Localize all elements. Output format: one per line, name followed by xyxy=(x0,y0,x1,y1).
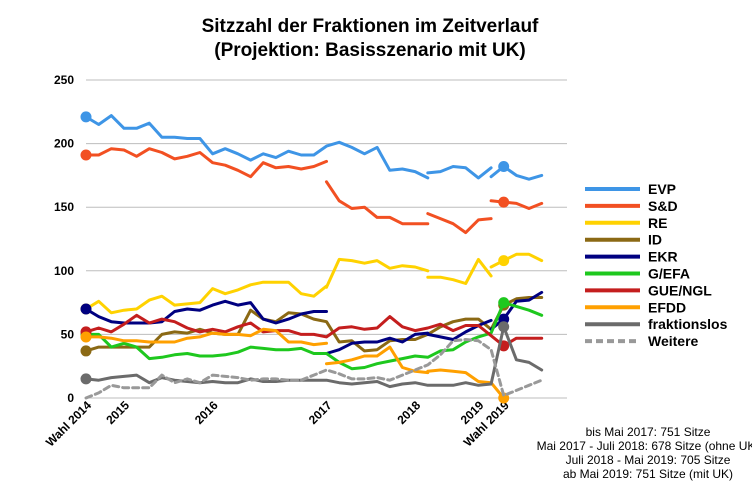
seat-count-note: Mai 2017 - Juli 2018: 678 Sitze (ohne UK… xyxy=(537,439,752,453)
series-line-efdd xyxy=(325,345,430,375)
legend-label: Weitere xyxy=(648,333,699,349)
series-line-re xyxy=(325,257,430,289)
y-tick-label: 100 xyxy=(54,264,74,278)
x-tick-label: 2016 xyxy=(192,398,221,427)
legend-label: G/EFA xyxy=(648,266,690,282)
legend-label: EFDD xyxy=(648,299,686,315)
series-line-re xyxy=(84,280,328,315)
series-line-s-d xyxy=(426,212,493,235)
series-line-g-efa xyxy=(84,301,544,371)
y-tick-label: 0 xyxy=(67,391,74,405)
data-point-marker xyxy=(498,313,510,325)
x-tick-label: Wahl 2014 xyxy=(43,398,94,449)
data-point-marker xyxy=(498,160,510,172)
series-line-evp xyxy=(426,165,493,180)
legend-label: S&D xyxy=(648,198,678,214)
data-point-marker xyxy=(498,297,510,309)
series-line-re xyxy=(426,257,493,285)
series-line-ekr xyxy=(325,331,430,355)
data-point-marker xyxy=(498,255,510,267)
legend: EVPS&DREIDEKRG/EFAGUE/NGLEFDDfraktionslo… xyxy=(585,181,728,349)
series-line-weitere xyxy=(84,338,544,400)
series-line-s-d xyxy=(325,180,430,226)
data-point-marker xyxy=(80,149,92,161)
data-point-marker xyxy=(80,345,92,357)
data-point-marker xyxy=(80,331,92,343)
y-tick-label: 150 xyxy=(54,200,74,214)
x-tick-label: 2017 xyxy=(306,398,335,427)
data-point-marker xyxy=(498,196,510,208)
series-lines xyxy=(80,111,544,404)
y-axis-ticks: 0 50 100 150 200 250 xyxy=(54,73,74,405)
series-line-ekr xyxy=(426,318,493,341)
series-line-s-d xyxy=(84,147,328,179)
seat-count-note: ab Mai 2019: 751 Sitze (mit UK) xyxy=(563,467,733,481)
legend-label: ID xyxy=(648,232,662,248)
data-point-marker xyxy=(80,303,92,315)
x-tick-label: 2018 xyxy=(394,398,423,427)
series-line-fraktionslos xyxy=(84,325,544,389)
y-tick-label: 250 xyxy=(54,73,74,87)
legend-label: EKR xyxy=(648,249,678,265)
series-line-evp xyxy=(84,114,430,180)
series-line-gue-ngl xyxy=(84,313,544,348)
data-point-marker xyxy=(498,321,510,333)
seat-count-note: bis Mai 2017: 751 Sitze xyxy=(586,425,711,439)
y-tick-label: 200 xyxy=(54,137,74,151)
chart-title: Sitzzahl der Fraktionen im Zeitverlauf xyxy=(202,16,539,37)
legend-label: fraktionslos xyxy=(648,316,728,332)
legend-label: RE xyxy=(648,215,667,231)
data-point-marker xyxy=(80,111,92,123)
seat-count-note: Juli 2018 - Mai 2019: 705 Sitze xyxy=(566,453,731,467)
gridlines xyxy=(86,79,567,399)
series-line-efdd xyxy=(84,327,328,347)
chart-subtitle: (Projektion: Basisszenario mit UK) xyxy=(214,40,525,61)
data-point-marker xyxy=(80,373,92,385)
x-tick-label: 2015 xyxy=(103,398,132,427)
y-tick-label: 50 xyxy=(61,327,75,341)
legend-label: GUE/NGL xyxy=(648,282,712,298)
legend-label: EVP xyxy=(648,181,676,197)
series-line-id xyxy=(84,296,544,353)
